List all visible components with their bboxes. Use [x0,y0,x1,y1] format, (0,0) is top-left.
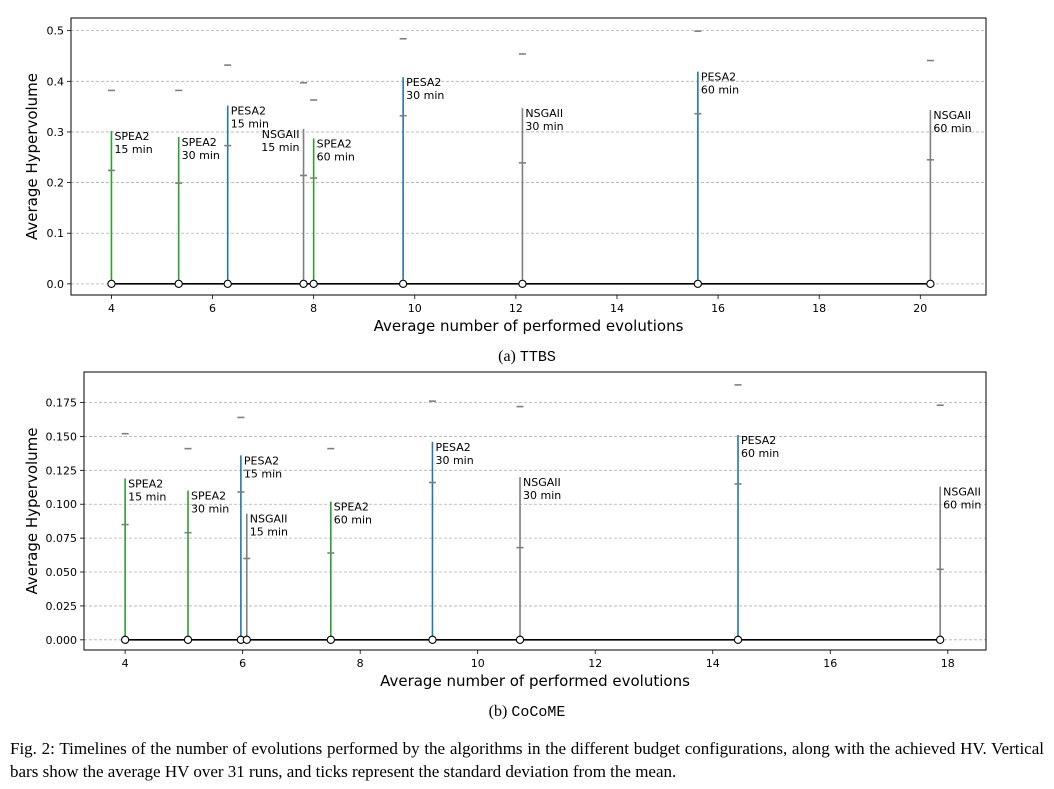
subcaption-name: CoCoME [511,704,566,721]
annotation-algorithm: SPEA2 [334,501,369,514]
annotation-algorithm: PESA2 [231,105,266,118]
timeline-marker [398,279,408,289]
annotation-budget: 30 min [435,454,473,467]
annotation-algorithm: SPEA2 [191,490,226,503]
y-tick-label: 0.125 [46,464,78,477]
timeline-marker [926,279,935,289]
annotation-budget: 30 min [525,120,563,133]
x-tick-label: 8 [357,657,364,670]
annotation-budget: 15 min [244,467,282,480]
timeline-marker [107,279,116,289]
annotation-algorithm: NSGAII [525,107,563,120]
x-tick-label: 20 [913,302,927,315]
timeline-marker [174,279,183,289]
annotation-algorithm: PESA2 [244,454,279,467]
subcaption-ttbs: (a) TTBS [0,348,1054,366]
y-tick-label: 0.1 [47,227,65,240]
y-tick-label: 0.2 [47,177,65,190]
x-axis-label: Average number of performed evolutions [374,317,684,335]
timeline-marker [326,635,335,644]
y-tick-label: 0.150 [46,430,78,443]
figure-caption: Fig. 2: Timelines of the number of evolu… [10,739,1044,781]
annotation-algorithm: SPEA2 [128,477,163,490]
annotation-algorithm: NSGAII [262,128,300,141]
annotation-algorithm: PESA2 [741,434,776,447]
timeline-marker [309,279,318,289]
y-tick-label: 0.050 [46,566,78,579]
annotation-budget: 60 min [334,514,372,527]
annotation-budget: 60 min [701,84,739,97]
y-tick-label: 0.0 [47,278,65,291]
subcaption-prefix: (a) [498,348,516,365]
timeline-marker [518,279,527,289]
timeline-marker [183,635,193,644]
x-tick-label: 16 [711,302,725,315]
annotation-algorithm: PESA2 [701,71,736,84]
timeline-marker [515,635,525,644]
annotation-algorithm: NSGAII [523,476,561,489]
annotation-algorithm: PESA2 [406,76,441,89]
annotation-budget: 15 min [250,526,288,539]
plot-frame [70,17,987,296]
y-tick-label: 0.3 [47,126,65,139]
y-tick-label: 0.075 [46,532,78,545]
timeline-marker [936,635,945,644]
chart-cocome: 0.000 0.025 0.050 0.075 0.100 0.125 0.150 0.175… [23,371,987,690]
y-axis-label: Average Hypervolume [23,427,41,594]
x-tick-label: 4 [108,302,115,315]
x-tick-label: 12 [588,657,602,670]
timeline-marker [223,279,232,289]
annotation-budget: 15 min [114,143,152,156]
annotation-algorithm: SPEA2 [317,138,352,151]
subcaption-name: TTBS [519,349,556,366]
annotation-algorithm: NSGAII [250,513,288,526]
timeline-marker [693,279,703,289]
annotation-budget: 15 min [261,141,299,154]
x-tick-label: 18 [941,657,955,670]
annotation-algorithm: SPEA2 [182,136,217,149]
x-tick-label: 16 [823,657,837,670]
annotation-budget: 60 min [933,122,971,135]
x-tick-label: 14 [610,302,624,315]
timeline-marker [733,635,743,644]
y-tick-label: 0.5 [47,25,65,38]
y-tick-label: 0.000 [46,634,78,647]
x-tick-label: 8 [310,302,317,315]
timeline-marker [299,279,308,289]
annotation-budget: 30 min [191,503,229,516]
timeline-marker [242,635,251,644]
timeline-marker [120,635,130,644]
annotation-budget: 30 min [523,489,561,502]
y-tick-label: 0.025 [46,600,78,613]
y-tick-label: 0.4 [47,75,65,88]
x-tick-label: 6 [239,657,246,670]
annotation-budget: 60 min [741,447,779,460]
x-tick-label: 12 [509,302,523,315]
x-tick-label: 10 [408,302,422,315]
x-tick-label: 18 [812,302,826,315]
annotation-budget: 30 min [182,149,220,162]
x-tick-label: 14 [706,657,720,670]
annotation-algorithm: NSGAII [933,109,971,122]
subcaption-prefix: (b) [488,703,508,720]
annotation-budget: 60 min [317,151,355,164]
plot-frame [83,371,987,651]
chart-ttbs: 0.00.10.20.30.40.54 6 8 10 12 14 16 18 20SPEA215… [23,17,987,335]
annotation-budget: 15 min [128,490,166,503]
annotation-algorithm: PESA2 [435,441,470,454]
y-axis-label: Average Hypervolume [23,73,41,240]
subcaption-cocome: (b) CoCoME [0,703,1054,721]
timeline-marker [428,635,437,644]
annotation-algorithm: NSGAII [943,486,981,499]
annotation-budget: 30 min [406,89,444,102]
y-tick-label: 0.100 [46,498,78,511]
x-tick-label: 10 [471,657,485,670]
x-axis-label: Average number of performed evolutions [380,672,690,690]
x-tick-label: 4 [122,657,129,670]
annotation-budget: 15 min [231,118,269,131]
x-tick-label: 6 [209,302,216,315]
annotation-algorithm: SPEA2 [114,130,149,143]
annotation-budget: 60 min [943,499,981,512]
y-tick-label: 0.175 [46,397,78,410]
